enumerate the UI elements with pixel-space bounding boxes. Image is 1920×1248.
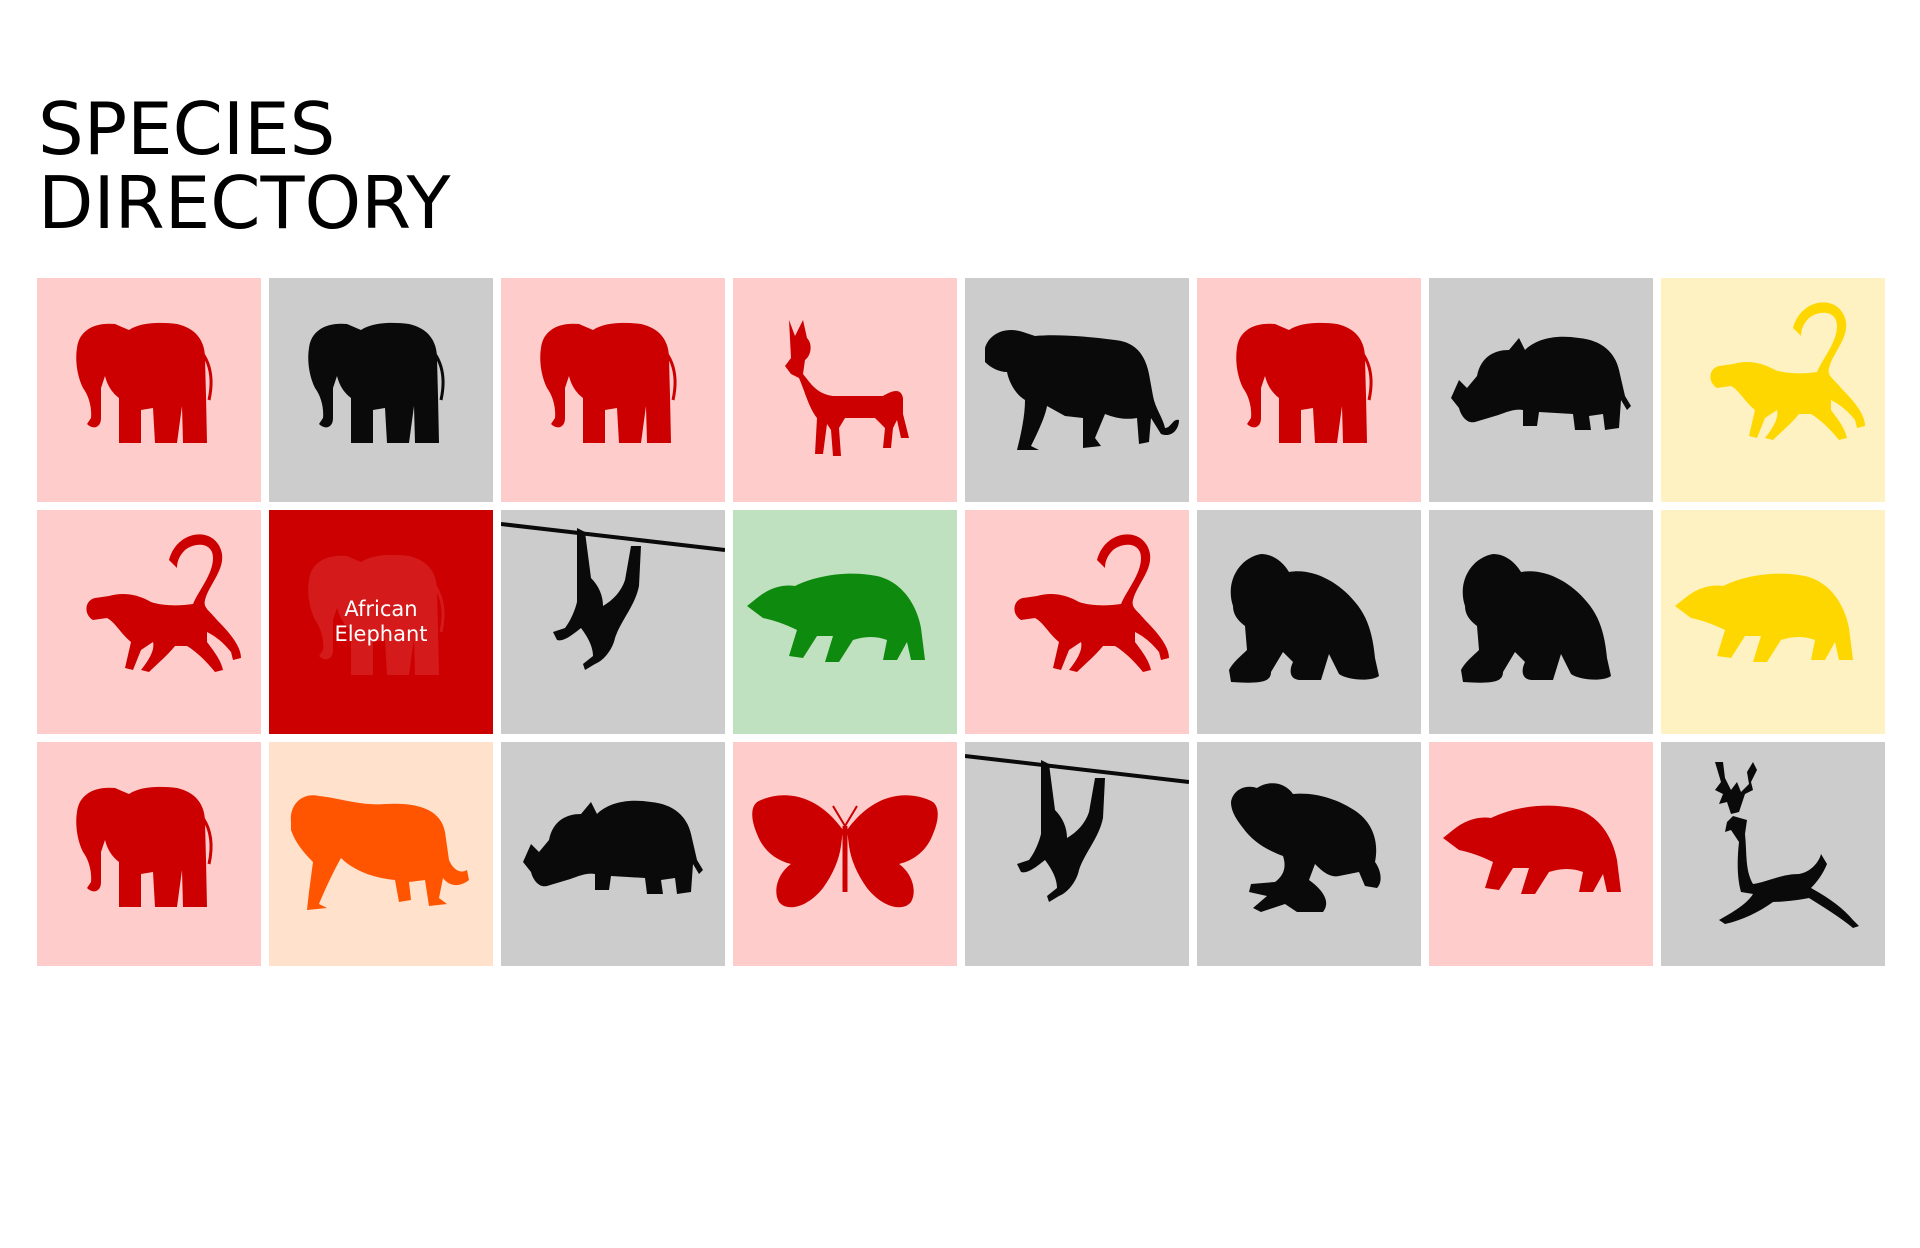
lioness-icon [985,329,1179,450]
species-tile-monkey[interactable] [37,510,261,734]
species-tile-gorilla[interactable] [1197,510,1421,734]
gorilla-icon [1461,554,1611,683]
species-tile-elephant[interactable] [501,278,725,502]
species-tile-bear[interactable] [1429,742,1653,966]
species-tile-monkey[interactable] [965,510,1189,734]
species-tile-butterfly[interactable] [733,742,957,966]
tile-species-name-line-1: African [344,597,418,621]
tile-species-name: African Elephant [269,510,493,734]
species-tile-wild-dog[interactable] [733,278,957,502]
species-tile-frog[interactable] [1197,742,1421,966]
species-grid: African Elephant [37,278,1885,974]
species-tile-gibbon[interactable] [501,510,725,734]
species-tile-elephant[interactable]: African Elephant [269,510,493,734]
page-title-line-2: DIRECTORY [38,161,451,245]
species-tile-elephant[interactable] [37,742,261,966]
species-tile-bear[interactable] [1661,510,1885,734]
monkey-icon [1014,534,1169,672]
species-tile-lioness[interactable] [965,278,1189,502]
species-tile-rhino[interactable] [501,742,725,966]
butterfly-icon [752,795,938,908]
monkey-icon [86,534,241,672]
tile-species-name-line-2: Elephant [334,622,428,646]
elephant-icon [76,786,213,907]
gibbon-icon [501,522,725,670]
frog-icon [1231,783,1381,912]
wild-dog-icon [785,320,909,456]
species-tile-gibbon[interactable] [965,742,1189,966]
species-tile-rhino[interactable] [1429,278,1653,502]
species-tile-elephant[interactable] [1197,278,1421,502]
species-tile-deer[interactable] [1661,742,1885,966]
page-title-line-1: SPECIES [38,87,336,171]
gorilla-icon [1229,554,1379,683]
monkey-icon [1710,302,1865,440]
deer-icon [1715,762,1859,928]
rhino-icon [523,800,703,894]
bear-icon [1443,805,1621,894]
elephant-icon [76,322,213,443]
species-tile-elephant[interactable] [269,278,493,502]
elephant-icon [308,554,445,675]
species-tile-bear[interactable] [733,510,957,734]
species-tile-monkey[interactable] [1661,278,1885,502]
elephant-icon [308,322,445,443]
species-tile-elephant[interactable] [37,278,261,502]
bear-icon [1675,573,1853,662]
species-tile-tiger[interactable] [269,742,493,966]
species-tile-gorilla[interactable] [1429,510,1653,734]
rhino-icon [1451,336,1631,430]
elephant-icon [540,322,677,443]
page-title: SPECIES DIRECTORY [38,92,451,240]
bear-icon [747,573,925,662]
elephant-icon [1236,322,1373,443]
gibbon-icon [965,754,1189,902]
tiger-icon [290,795,469,910]
